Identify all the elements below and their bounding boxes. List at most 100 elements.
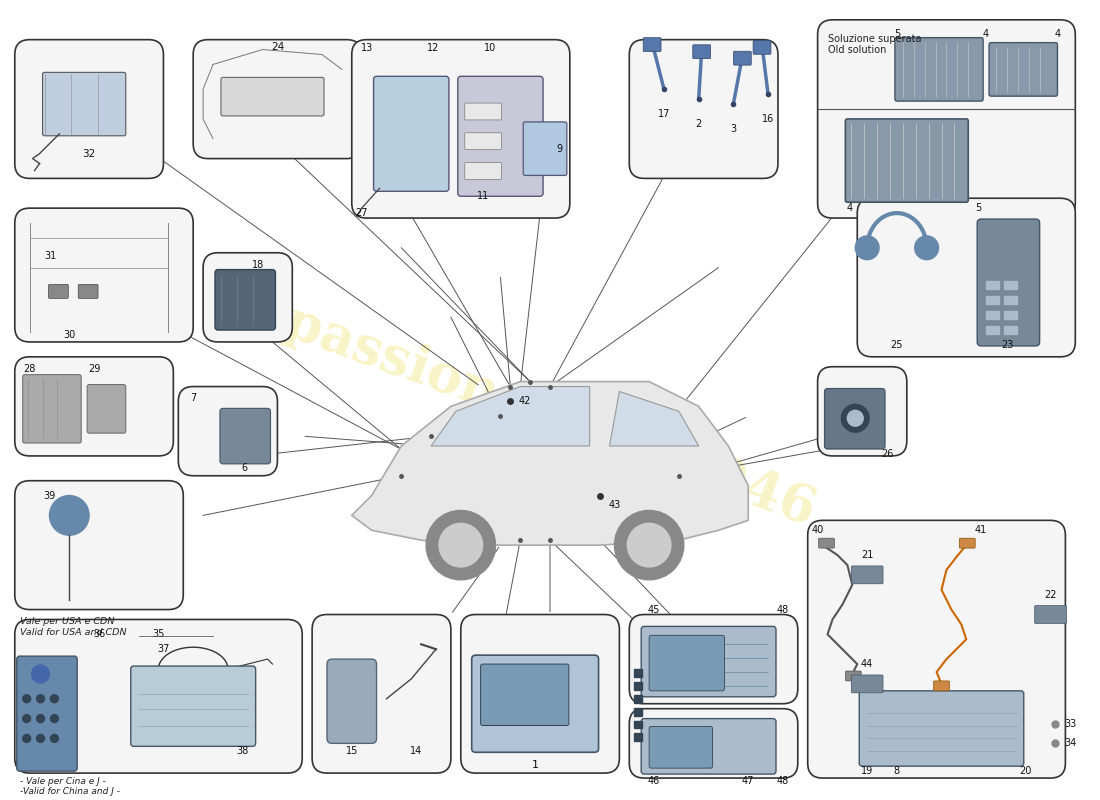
FancyBboxPatch shape [43, 72, 125, 136]
Text: 6: 6 [242, 463, 248, 473]
Circle shape [51, 694, 58, 702]
FancyBboxPatch shape [312, 614, 451, 773]
Circle shape [51, 734, 58, 742]
FancyBboxPatch shape [481, 664, 569, 726]
Circle shape [36, 714, 44, 722]
Text: 19: 19 [861, 766, 873, 776]
FancyBboxPatch shape [977, 219, 1040, 346]
Text: 8: 8 [894, 766, 900, 776]
FancyBboxPatch shape [989, 42, 1057, 96]
Text: 20: 20 [1020, 766, 1032, 776]
Text: 48: 48 [777, 605, 789, 614]
Circle shape [915, 236, 938, 260]
Text: 3: 3 [730, 124, 736, 134]
FancyBboxPatch shape [817, 20, 1076, 218]
Text: 16: 16 [762, 114, 774, 124]
Bar [635, 721, 642, 729]
FancyBboxPatch shape [327, 659, 376, 743]
FancyBboxPatch shape [221, 78, 324, 116]
Polygon shape [609, 391, 698, 446]
FancyBboxPatch shape [458, 76, 543, 196]
FancyBboxPatch shape [859, 691, 1024, 766]
FancyBboxPatch shape [14, 40, 164, 178]
FancyBboxPatch shape [857, 198, 1076, 357]
Text: 39: 39 [43, 490, 56, 501]
Text: 24: 24 [271, 42, 284, 51]
Text: 2: 2 [695, 119, 702, 129]
Text: 22: 22 [1044, 590, 1057, 600]
Circle shape [36, 734, 44, 742]
Text: passion since 1946: passion since 1946 [277, 296, 823, 536]
Text: 36: 36 [92, 630, 106, 639]
Circle shape [615, 510, 684, 580]
Circle shape [50, 495, 89, 535]
Circle shape [842, 404, 869, 432]
Text: 32: 32 [82, 149, 96, 158]
Text: 31: 31 [44, 250, 57, 261]
Text: 10: 10 [484, 42, 497, 53]
FancyBboxPatch shape [461, 614, 619, 773]
Circle shape [627, 523, 671, 567]
FancyBboxPatch shape [649, 726, 713, 768]
Text: 25: 25 [891, 340, 903, 350]
FancyBboxPatch shape [204, 253, 293, 342]
Text: 35: 35 [152, 630, 165, 639]
Text: 28: 28 [23, 364, 36, 374]
Text: 7: 7 [190, 394, 196, 403]
FancyBboxPatch shape [649, 635, 725, 691]
Text: 21: 21 [861, 550, 873, 560]
FancyBboxPatch shape [14, 481, 184, 610]
FancyBboxPatch shape [220, 408, 271, 464]
Text: 40: 40 [812, 526, 824, 535]
Circle shape [23, 714, 31, 722]
FancyBboxPatch shape [131, 666, 255, 746]
Text: 43: 43 [608, 501, 620, 510]
Text: 33: 33 [1064, 718, 1077, 729]
Bar [635, 734, 642, 742]
FancyBboxPatch shape [734, 51, 751, 65]
FancyBboxPatch shape [934, 681, 949, 691]
Text: 4: 4 [1055, 29, 1060, 38]
Text: 46: 46 [648, 776, 660, 786]
Text: 29: 29 [88, 364, 100, 374]
FancyBboxPatch shape [214, 270, 275, 330]
Text: 44: 44 [861, 659, 873, 669]
Text: 34: 34 [1064, 738, 1077, 748]
Circle shape [856, 236, 879, 260]
FancyBboxPatch shape [644, 38, 661, 51]
Text: 18: 18 [252, 260, 264, 270]
Circle shape [426, 510, 495, 580]
FancyBboxPatch shape [754, 40, 771, 54]
Text: 45: 45 [648, 605, 660, 614]
Text: 26: 26 [881, 449, 893, 459]
Polygon shape [352, 382, 748, 545]
FancyBboxPatch shape [641, 718, 776, 774]
Text: 15: 15 [345, 746, 358, 756]
FancyBboxPatch shape [194, 40, 362, 158]
Bar [635, 694, 642, 702]
Circle shape [847, 410, 864, 426]
Text: 48: 48 [777, 776, 789, 786]
Bar [635, 669, 642, 677]
Circle shape [439, 523, 483, 567]
FancyBboxPatch shape [851, 566, 883, 584]
FancyBboxPatch shape [14, 357, 174, 456]
FancyBboxPatch shape [807, 520, 1066, 778]
FancyBboxPatch shape [818, 538, 835, 548]
Polygon shape [431, 386, 590, 446]
FancyBboxPatch shape [1035, 606, 1066, 623]
FancyBboxPatch shape [465, 133, 502, 150]
Text: 5: 5 [894, 29, 900, 38]
FancyBboxPatch shape [465, 103, 502, 120]
Bar [986, 282, 999, 290]
FancyBboxPatch shape [629, 40, 778, 178]
Bar [986, 311, 999, 319]
Bar [986, 326, 999, 334]
FancyBboxPatch shape [23, 374, 81, 443]
FancyBboxPatch shape [87, 385, 125, 433]
FancyBboxPatch shape [374, 76, 449, 191]
Bar [1004, 326, 1016, 334]
Bar [1004, 311, 1016, 319]
Bar [635, 682, 642, 690]
FancyBboxPatch shape [14, 619, 302, 773]
